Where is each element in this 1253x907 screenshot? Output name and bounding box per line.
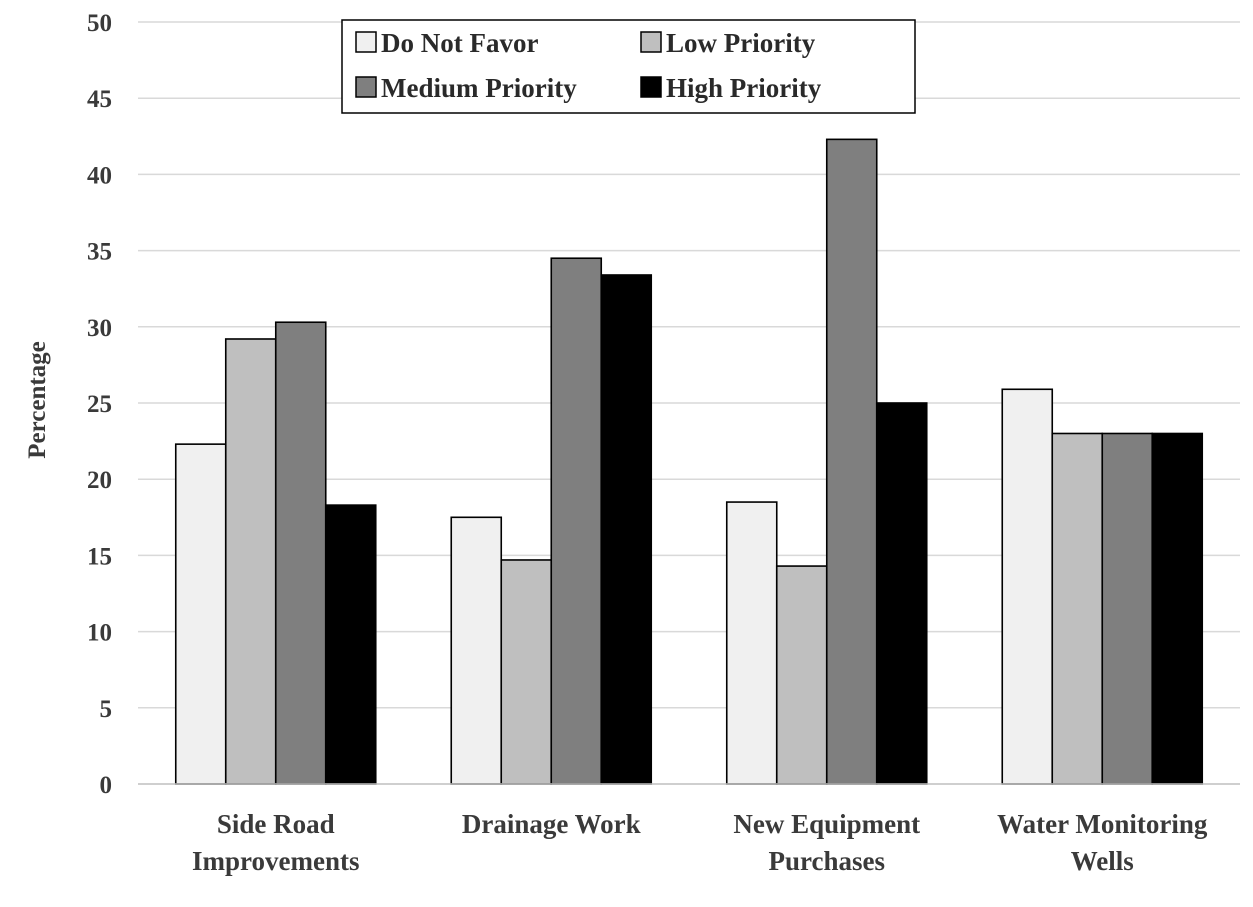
legend-label: Do Not Favor — [381, 28, 538, 58]
legend-label: Medium Priority — [381, 73, 577, 103]
bars — [174, 138, 1204, 785]
x-category-label: New Equipment — [733, 809, 920, 839]
y-tick-label: 50 — [87, 10, 112, 37]
y-tick-label: 30 — [87, 315, 112, 342]
y-tick-label: 5 — [100, 696, 113, 723]
legend-label: Low Priority — [666, 28, 816, 58]
y-tick-label: 10 — [87, 620, 112, 647]
bar-medium-priority — [1101, 432, 1154, 785]
bar-low-priority — [224, 338, 277, 785]
legend-swatch — [640, 76, 662, 98]
bar-do-not-favor — [450, 516, 503, 785]
x-category-label: Improvements — [192, 846, 359, 876]
y-tick-labels: 0 5 10 15 20 25 30 35 40 45 50 — [87, 10, 112, 799]
bar-low-priority — [1051, 432, 1104, 785]
bar-low-priority — [775, 565, 828, 785]
legend-box — [341, 19, 916, 114]
y-tick-label: 20 — [87, 467, 112, 494]
y-tick-label: 35 — [87, 239, 112, 266]
y-axis-title: Percentage — [24, 341, 51, 459]
category-labels: Side Road Improvements Drainage Work New Eq… — [192, 809, 1208, 876]
y-tick-label: 40 — [87, 162, 112, 189]
x-category-label: Purchases — [768, 846, 885, 876]
bar-do-not-favor — [1001, 388, 1054, 785]
bar-high-priority — [324, 504, 377, 785]
legend: Do Not Favor Low Priority Medium Priority H… — [341, 19, 916, 114]
y-tick-label: 45 — [87, 86, 112, 113]
bar-do-not-favor — [174, 443, 227, 785]
legend-label: High Priority — [666, 73, 822, 103]
bar-low-priority — [500, 559, 553, 785]
bar-high-priority — [875, 402, 928, 785]
legend-swatch — [355, 76, 377, 98]
bar-medium-priority — [550, 257, 603, 785]
x-category-label: Drainage Work — [462, 809, 641, 839]
x-category-label: Wells — [1071, 846, 1134, 876]
x-category-label: Water Monitoring — [997, 809, 1208, 839]
bar-high-priority — [600, 274, 653, 785]
y-tick-label: 25 — [87, 391, 112, 418]
legend-swatch — [355, 31, 377, 53]
legend-swatch — [640, 31, 662, 53]
y-tick-label: 0 — [100, 772, 113, 799]
y-tick-label: 15 — [87, 543, 112, 570]
bar-medium-priority — [274, 321, 327, 785]
bar-do-not-favor — [725, 501, 778, 785]
x-category-label: Side Road — [217, 809, 335, 839]
bar-high-priority — [1151, 432, 1204, 785]
bar-medium-priority — [825, 138, 878, 785]
